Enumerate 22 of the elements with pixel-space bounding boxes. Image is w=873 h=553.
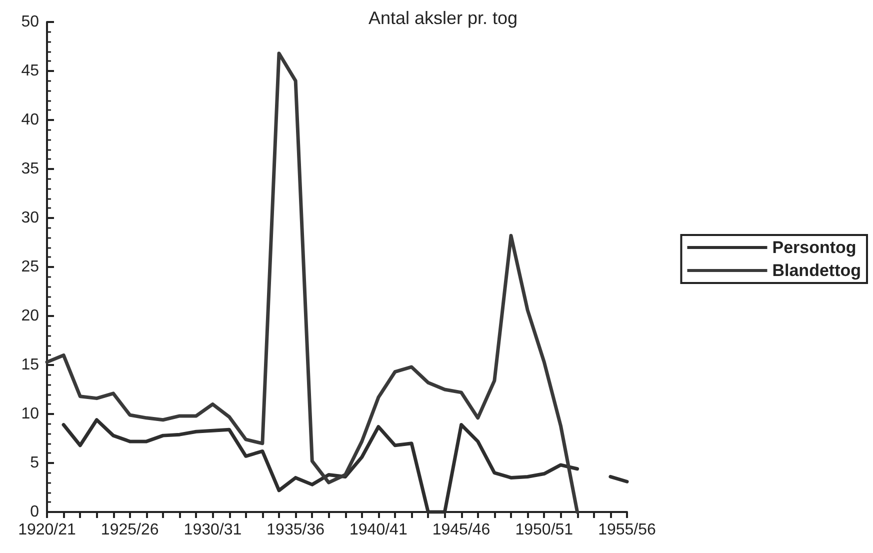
y-tick-label: 0	[30, 504, 40, 520]
x-tick-label: 1930/31	[184, 522, 242, 538]
y-tick-label: 50	[21, 14, 40, 30]
y-tick-label: 20	[21, 308, 40, 324]
y-tick-label: 15	[21, 356, 40, 374]
x-tick-label: 1955/56	[598, 522, 656, 538]
x-tick-label: 1920/21	[18, 522, 76, 538]
x-tick-label: 1925/26	[100, 522, 159, 538]
y-tick-label: 45	[21, 62, 40, 80]
x-tick-label: 1940/41	[350, 522, 408, 538]
chart-title: Antal aksler pr. tog	[368, 8, 518, 28]
legend-label: Persontog	[772, 238, 856, 257]
y-tick-label: 35	[21, 160, 40, 178]
y-tick-label: 40	[21, 112, 40, 128]
x-tick-label: 1950/51	[515, 522, 574, 538]
y-tick-label: 10	[21, 406, 40, 422]
x-tick-label: 1945/46	[432, 522, 490, 538]
y-tick-label: 30	[21, 210, 40, 226]
y-tick-label: 25	[21, 258, 40, 276]
y-tick-label: 5	[30, 454, 40, 472]
x-tick-label: 1935/36	[266, 522, 325, 538]
legend-label: Blandettog	[772, 261, 862, 280]
